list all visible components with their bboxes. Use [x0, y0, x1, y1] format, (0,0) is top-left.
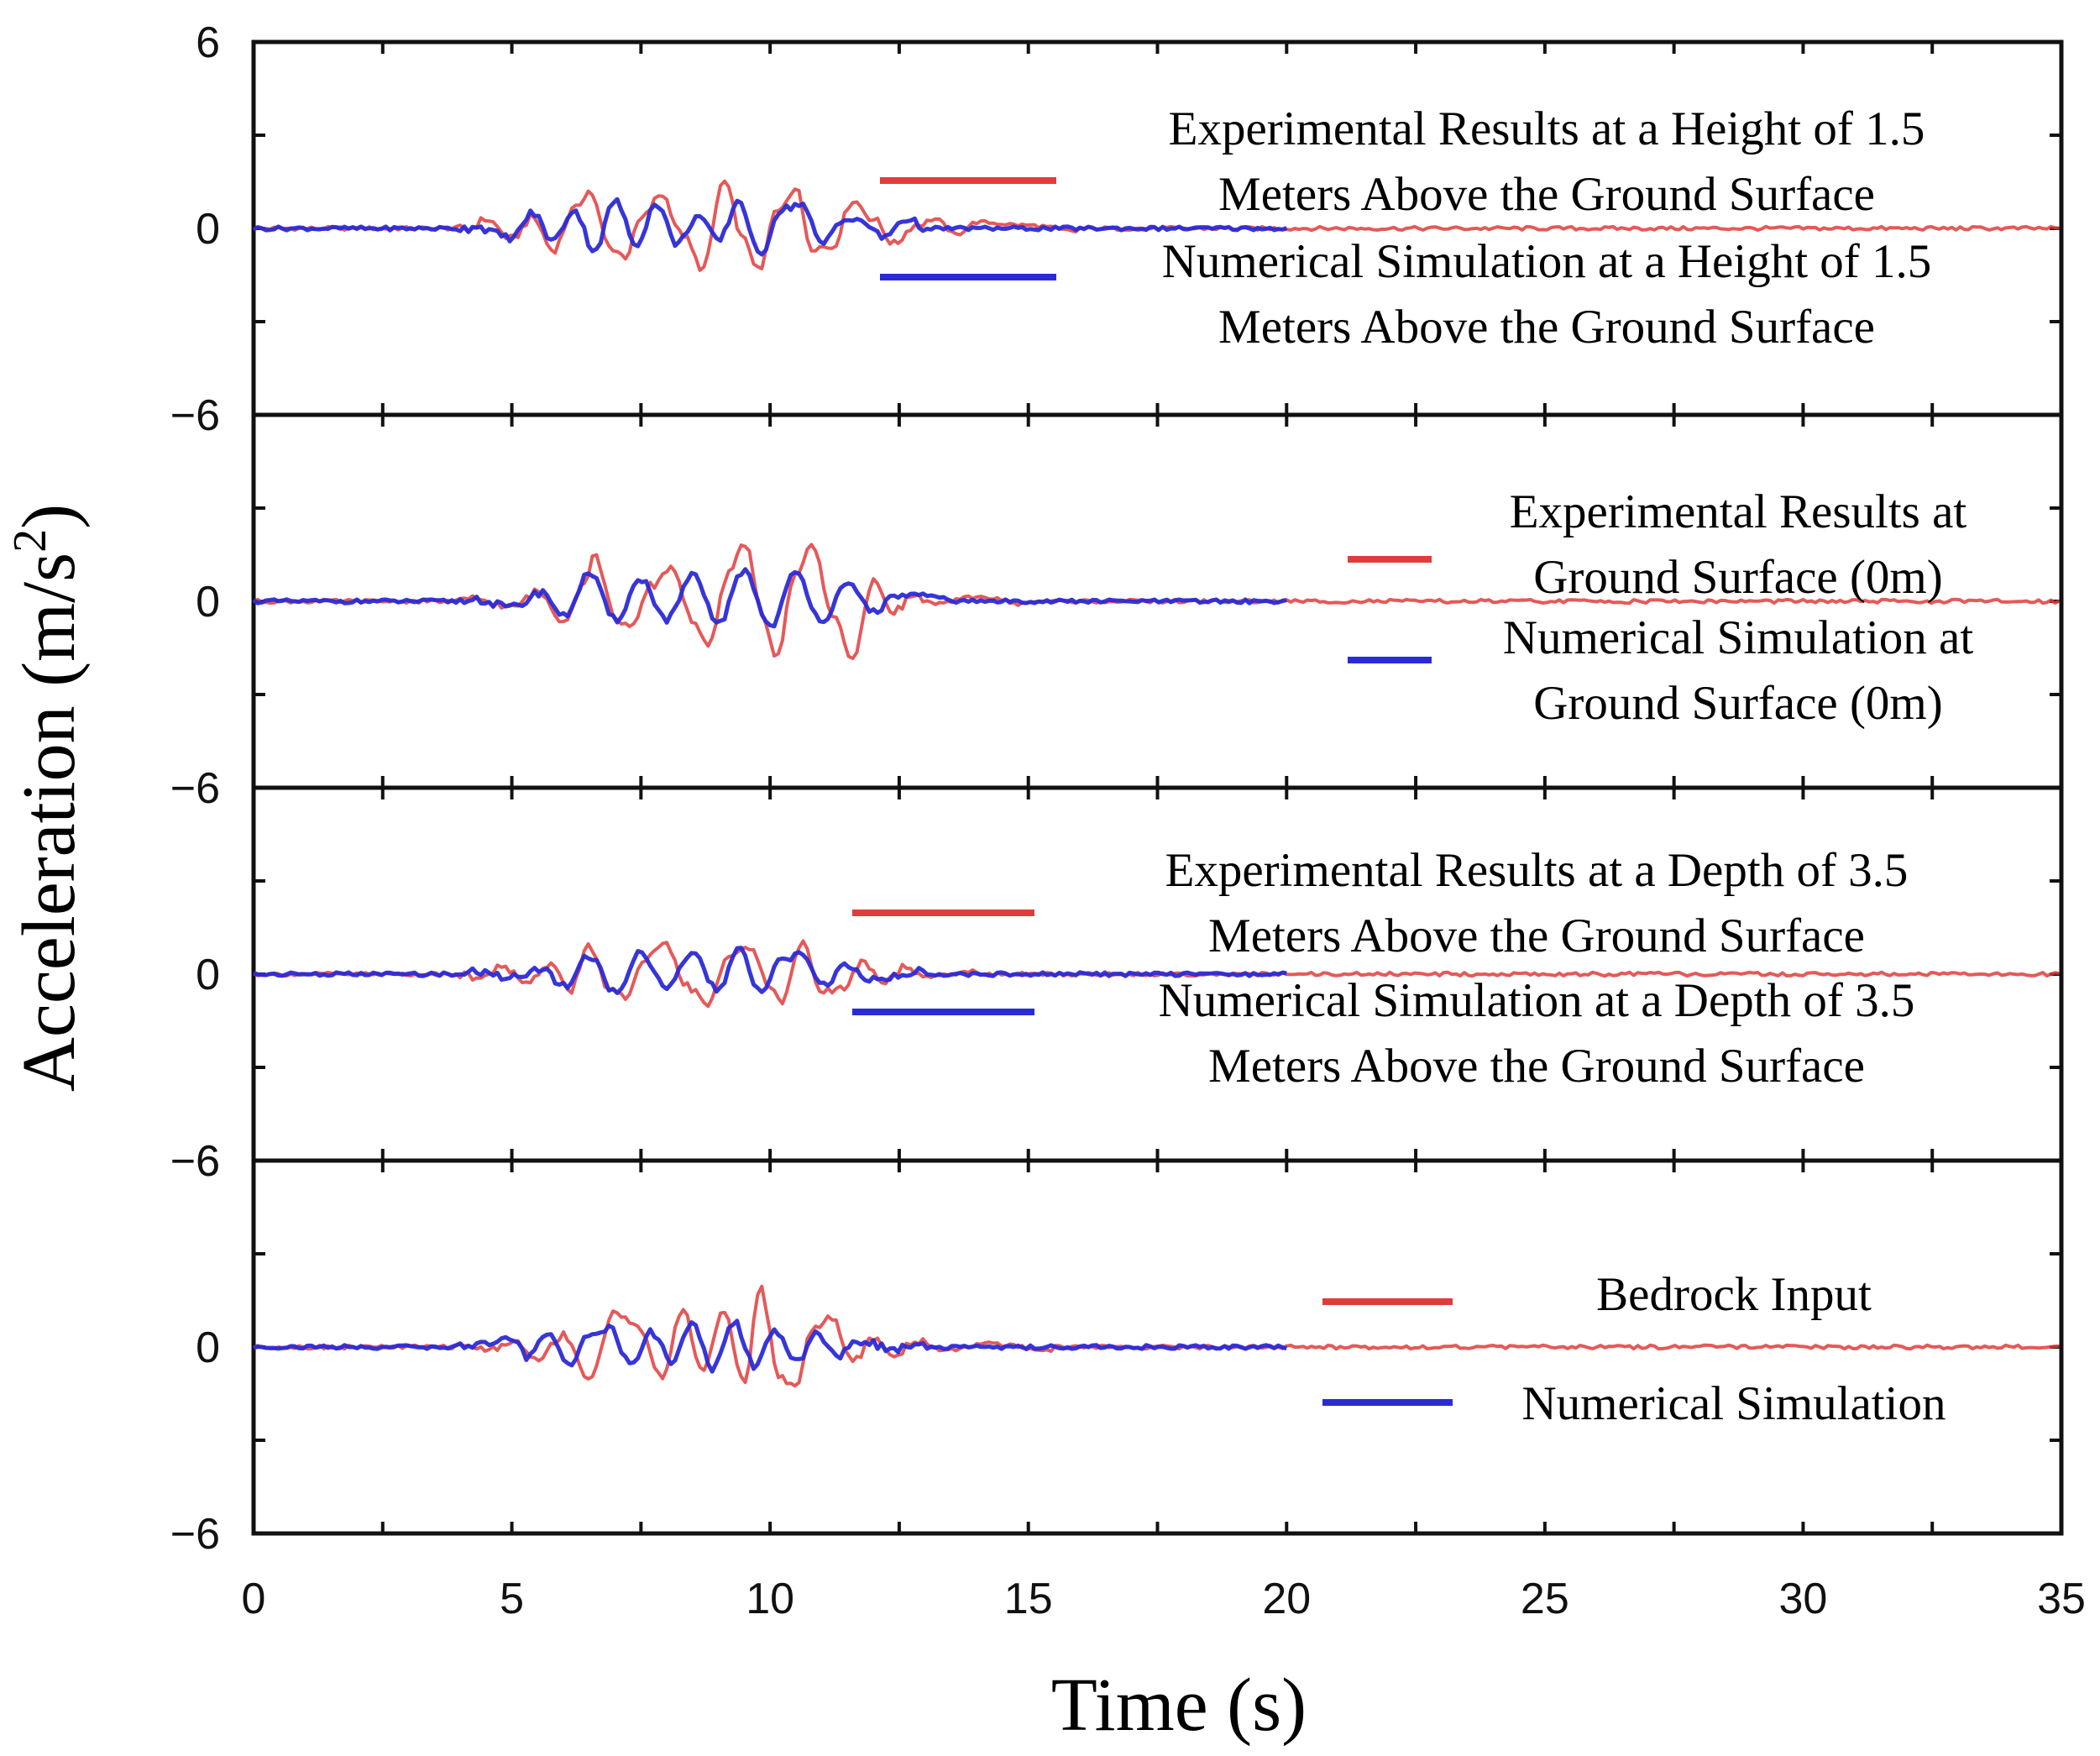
x-tick-label: 25	[1521, 1575, 1569, 1623]
y-tick-label: −6	[170, 391, 220, 440]
legend-label: Numerical Simulation	[1522, 1377, 1946, 1430]
x-tick-label: 15	[1004, 1575, 1053, 1623]
y-axis-title: Acceleration (m/s2)	[4, 504, 91, 1092]
series-line-numerical	[252, 567, 1287, 629]
legend-label: Numerical Simulation at a Depth of 3.5	[1159, 974, 1915, 1027]
panel-bedrock: 6 0 −6 Bedrock Input Numerical Simulation	[170, 1137, 2064, 1559]
y-axis-title-superscript: 2	[4, 529, 56, 553]
legend-label: Meters Above the Ground Surface	[1218, 301, 1875, 354]
panels-layer: 6 0 −6 Experimental Results at a Height of …	[170, 18, 2086, 1623]
y-axis-title-tail: )	[8, 504, 91, 529]
series-line-experimental	[253, 939, 2060, 1009]
x-tick-label: 35	[2037, 1575, 2086, 1623]
series-line-numerical	[252, 197, 1288, 257]
x-tick-label: 10	[746, 1575, 794, 1623]
legend-label: Bedrock Input	[1596, 1268, 1872, 1321]
legend-label: Meters Above the Ground Surface	[1208, 909, 1865, 962]
legend-label: Meters Above the Ground Surface	[1208, 1040, 1865, 1093]
legend-label: Numerical Simulation at a Height of 1.5	[1162, 235, 1932, 288]
legend-label: Ground Surface (0m)	[1533, 551, 1943, 604]
series-line-numerical	[253, 946, 1287, 995]
legend-label: Meters Above the Ground Surface	[1218, 168, 1875, 221]
panel-ground-surface-0m: −6 0 Experimental Results at Ground Surface…	[170, 412, 2064, 813]
legend-label: Numerical Simulation at	[1503, 611, 1974, 664]
y-tick-label: −6	[170, 1137, 220, 1186]
series-line-numerical	[253, 1318, 1287, 1374]
y-tick-label: 0	[196, 578, 220, 626]
x-axis-title: Time (s)	[1051, 1664, 1307, 1747]
legend-label: Ground Surface (0m)	[1533, 677, 1943, 730]
legend-label: Experimental Results at a Depth of 3.5	[1165, 844, 1909, 897]
y-tick-label: 6	[196, 18, 220, 67]
x-tick-label: 30	[1779, 1575, 1828, 1623]
y-tick-label: 0	[196, 205, 220, 254]
legend-label: Experimental Results at a Height of 1.5	[1169, 102, 1925, 155]
y-tick-label: 0	[196, 951, 220, 999]
x-tick-label: 5	[500, 1575, 524, 1623]
y-tick-label: −6	[170, 764, 220, 813]
y-axis-title-main: Acceleration (m/s	[8, 553, 91, 1092]
legend-label: Experimental Results at	[1510, 485, 1967, 538]
panel-height-1-5m: 6 0 −6 Experimental Results at a Height of …	[170, 18, 2064, 440]
y-tick-label: −6	[170, 1510, 220, 1559]
x-tick-label: 0	[242, 1575, 266, 1623]
x-tick-label: 20	[1262, 1575, 1311, 1623]
y-tick-label: 6	[196, 1137, 220, 1186]
panel-depth-3-5m: −6 0 Experimental Results at a Depth of 3.…	[170, 785, 2064, 1186]
y-tick-label: 0	[196, 1324, 220, 1372]
